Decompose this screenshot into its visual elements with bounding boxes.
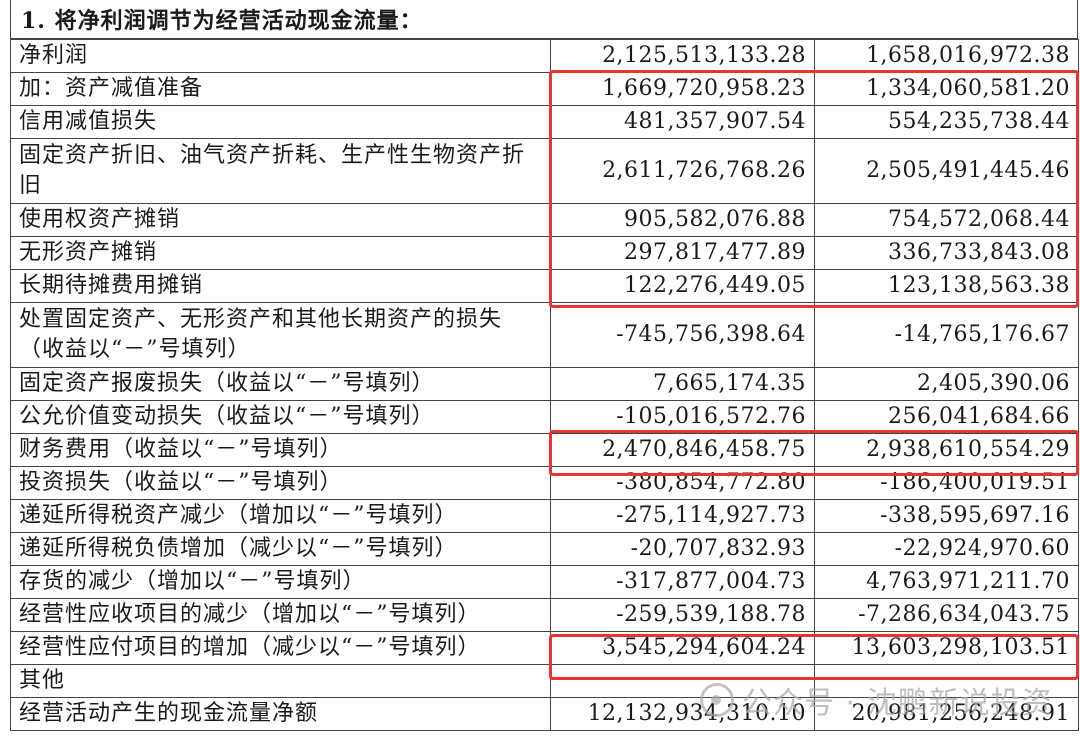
prior-period-value: -7,286,634,043.75 [814,598,1079,632]
table-row: 财务费用（收益以“－”号填列） 2,470,846,458.75 2,938,6… [10,433,1079,467]
table-row: 递延所得税资产减少（增加以“－”号填列） -275,114,927.73 -33… [10,499,1079,533]
table-row: 信用减值损失 481,357,907.54 554,235,738.44 [10,105,1079,139]
row-label: 处置固定资产、无形资产和其他长期资产的损失（收益以“－”号填列） [10,302,551,368]
row-label: 存货的减少（增加以“－”号填列） [10,565,551,599]
table-row: 净利润 2,125,513,133.28 1,658,016,972.38 [10,39,1079,73]
row-label: 投资损失（收益以“－”号填列） [10,466,551,500]
row-label: 经营性应付项目的增加（减少以“－”号填列） [10,631,551,665]
table-row: 使用权资产摊销 905,582,076.88 754,572,068.44 [10,203,1079,237]
row-label: 净利润 [10,39,551,73]
watermark-text: 公众号 · 沈鹏新说投资 [742,686,1053,721]
table-row: 无形资产摊销 297,817,477.89 336,733,843.08 [10,236,1079,270]
row-label: 经营活动产生的现金流量净额 [10,697,551,731]
watermark: 公众号 · 沈鹏新说投资 [700,678,1053,722]
current-period-value: -380,854,772.80 [550,466,815,500]
wechat-official-account-icon [700,683,734,717]
current-period-value: 905,582,076.88 [550,203,815,237]
section-title-row: 1. 将净利润调节为经营活动现金流量： [10,0,1078,39]
table-row: 经营活动产生的现金流量净额 12,132,934,310.10 20,981,2… [10,697,1079,731]
prior-period-value: -338,595,697.16 [814,499,1079,533]
prior-period-value: 336,733,843.08 [814,236,1079,270]
prior-period-value: -186,400,019.51 [814,466,1079,500]
prior-period-value: 123,138,563.38 [814,269,1079,303]
row-label: 财务费用（收益以“－”号填列） [10,433,551,467]
table-row: 固定资产报废损失（收益以“－”号填列） 7,665,174.35 2,405,3… [10,367,1079,401]
current-period-value [550,664,815,698]
current-period-value: 2,125,513,133.28 [550,39,815,73]
prior-period-value: 13,603,298,103.51 [814,631,1079,665]
row-label: 使用权资产摊销 [10,203,551,237]
prior-period-value: 4,763,971,211.70 [814,565,1079,599]
current-period-value: -317,877,004.73 [550,565,815,599]
current-period-value: -275,114,927.73 [550,499,815,533]
table-row: 加：资产减值准备 1,669,720,958.23 1,334,060,581.… [10,72,1079,106]
prior-period-value: 1,658,016,972.38 [814,39,1079,73]
prior-period-value: 20,981,256,248.91 [814,697,1079,731]
row-label: 递延所得税负债增加（减少以“－”号填列） [10,532,551,566]
prior-period-value: 2,405,390.06 [814,367,1079,401]
row-label: 固定资产折旧、油气资产折耗、生产性生物资产折旧 [10,138,551,204]
prior-period-value: 256,041,684.66 [814,400,1079,434]
current-period-value: 12,132,934,310.10 [550,697,815,731]
current-period-value: -20,707,832.93 [550,532,815,566]
current-period-value: 1,669,720,958.23 [550,72,815,106]
table-row: 递延所得税负债增加（减少以“－”号填列） -20,707,832.93 -22,… [10,532,1079,566]
row-label: 无形资产摊销 [10,236,551,270]
current-period-value: 7,665,174.35 [550,367,815,401]
prior-period-value: -14,765,176.67 [814,302,1079,368]
current-period-value: 2,470,846,458.75 [550,433,815,467]
current-period-value: -745,756,398.64 [550,302,815,368]
table-row: 固定资产折旧、油气资产折耗、生产性生物资产折旧 2,611,726,768.26… [10,138,1079,204]
row-label: 加：资产减值准备 [10,72,551,106]
cashflow-reconciliation-table-container: 1. 将净利润调节为经营活动现金流量： 净利润 2,125,513,133.28… [10,0,1079,731]
current-period-value: 481,357,907.54 [550,105,815,139]
table-row: 存货的减少（增加以“－”号填列） -317,877,004.73 4,763,9… [10,565,1079,599]
current-period-value: -105,016,572.76 [550,400,815,434]
section-title: 1. 将净利润调节为经营活动现金流量： [21,8,423,34]
table-row: 经营性应付项目的增加（减少以“－”号填列） 3,545,294,604.24 1… [10,631,1079,665]
table-row: 长期待摊费用摊销 122,276,449.05 123,138,563.38 [10,269,1079,303]
current-period-value: 3,545,294,604.24 [550,631,815,665]
current-period-value: 2,611,726,768.26 [550,138,815,204]
table-row: 公允价值变动损失（收益以“－”号填列） -105,016,572.76 256,… [10,400,1079,434]
table-row: 经营性应收项目的减少（增加以“－”号填列） -259,539,188.78 -7… [10,598,1079,632]
reconciliation-table: 净利润 2,125,513,133.28 1,658,016,972.38 加：… [10,39,1079,731]
prior-period-value: -22,924,970.60 [814,532,1079,566]
row-label: 长期待摊费用摊销 [10,269,551,303]
current-period-value: -259,539,188.78 [550,598,815,632]
prior-period-value: 754,572,068.44 [814,203,1079,237]
current-period-value: 122,276,449.05 [550,269,815,303]
row-label: 固定资产报废损失（收益以“－”号填列） [10,367,551,401]
table-row: 处置固定资产、无形资产和其他长期资产的损失（收益以“－”号填列） -745,75… [10,302,1079,368]
prior-period-value: 554,235,738.44 [814,105,1079,139]
prior-period-value: 2,938,610,554.29 [814,433,1079,467]
row-label: 其他 [10,664,551,698]
row-label: 公允价值变动损失（收益以“－”号填列） [10,400,551,434]
prior-period-value: 1,334,060,581.20 [814,72,1079,106]
prior-period-value: 2,505,491,445.46 [814,138,1079,204]
row-label: 递延所得税资产减少（增加以“－”号填列） [10,499,551,533]
table-row: 投资损失（收益以“－”号填列） -380,854,772.80 -186,400… [10,466,1079,500]
row-label: 经营性应收项目的减少（增加以“－”号填列） [10,598,551,632]
current-period-value: 297,817,477.89 [550,236,815,270]
row-label: 信用减值损失 [10,105,551,139]
